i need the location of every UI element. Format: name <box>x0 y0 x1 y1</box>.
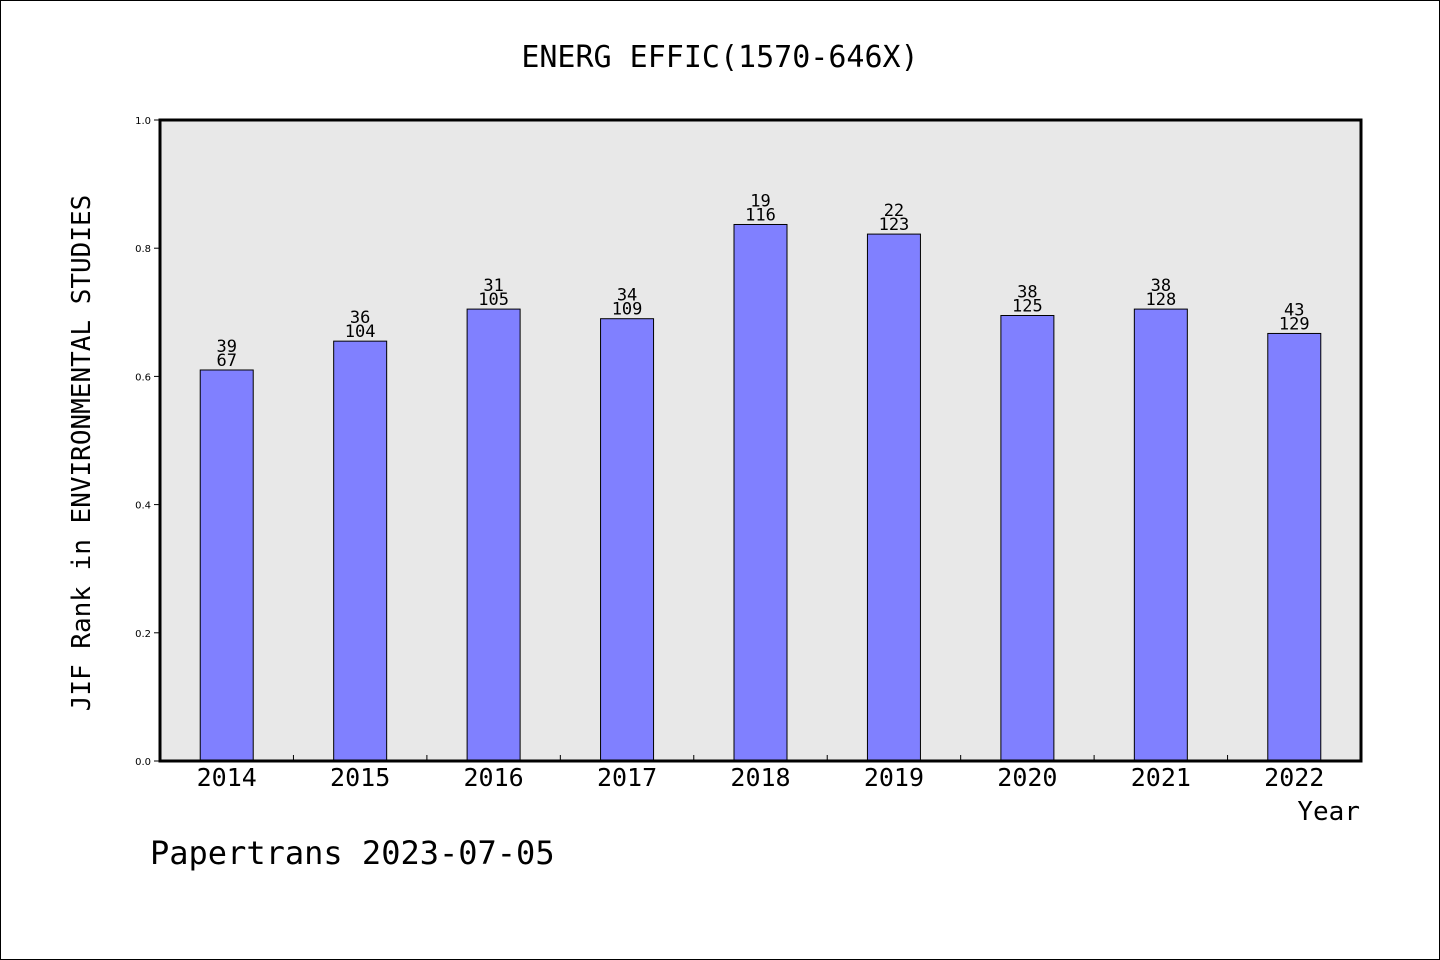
y-axis-label: JIF Rank in ENVIRONMENTAL STUDIES <box>67 195 97 712</box>
bar-label-top: 38 <box>1151 276 1171 296</box>
x-tick-label: 2018 <box>730 763 790 792</box>
bar-label-bottom: 109 <box>612 300 643 320</box>
bar <box>600 318 655 762</box>
bar-label-bottom: 129 <box>1279 314 1310 334</box>
bar <box>733 223 788 762</box>
bar <box>466 308 521 762</box>
x-tick-label: 2022 <box>1264 763 1324 792</box>
bar-label-bottom: 125 <box>1012 297 1043 317</box>
x-axis-label: Year <box>1297 797 1360 827</box>
x-tick-label: 2014 <box>197 763 257 792</box>
bar <box>1267 332 1322 762</box>
bar-label-top: 43 <box>1284 300 1304 320</box>
y-tick-label: 0.8 <box>135 244 151 255</box>
bar-label-top: 19 <box>750 191 770 211</box>
x-tick-label: 2020 <box>997 763 1057 792</box>
bar-label-bottom: 104 <box>345 322 376 342</box>
bar <box>199 369 254 762</box>
bar-label-bottom: 116 <box>745 205 776 225</box>
chart-title: ENERG EFFIC(1570-646X) <box>521 40 918 75</box>
x-tick-label: 2016 <box>464 763 524 792</box>
bar-label-top: 36 <box>350 308 370 328</box>
y-tick-label: 0.4 <box>135 501 151 512</box>
x-tick-label: 2019 <box>864 763 924 792</box>
plot-border <box>158 118 1363 763</box>
y-tick-label: 0.0 <box>135 757 151 768</box>
y-tick-label: 1.0 <box>135 116 151 127</box>
bar-label-top: 31 <box>483 276 503 296</box>
bar-label-top: 34 <box>617 286 637 306</box>
bar <box>1133 308 1188 762</box>
bar <box>333 340 388 762</box>
footer-text: Papertrans 2023-07-05 <box>150 834 555 872</box>
bar-label-top: 39 <box>216 337 236 357</box>
bar-label-top: 22 <box>884 201 904 221</box>
y-tick-label: 0.2 <box>135 629 151 640</box>
x-tick-label: 2015 <box>330 763 390 792</box>
y-tick-label: 0.6 <box>135 372 151 383</box>
bar <box>866 233 921 762</box>
bar-label-bottom: 123 <box>879 215 910 235</box>
bar-label-bottom: 67 <box>216 351 236 371</box>
bar-label-bottom: 105 <box>478 290 509 310</box>
bar-label-bottom: 128 <box>1145 290 1176 310</box>
x-tick-label: 2021 <box>1131 763 1191 792</box>
bar <box>1000 315 1055 762</box>
x-tick-label: 2017 <box>597 763 657 792</box>
bar-label-top: 38 <box>1017 283 1037 303</box>
